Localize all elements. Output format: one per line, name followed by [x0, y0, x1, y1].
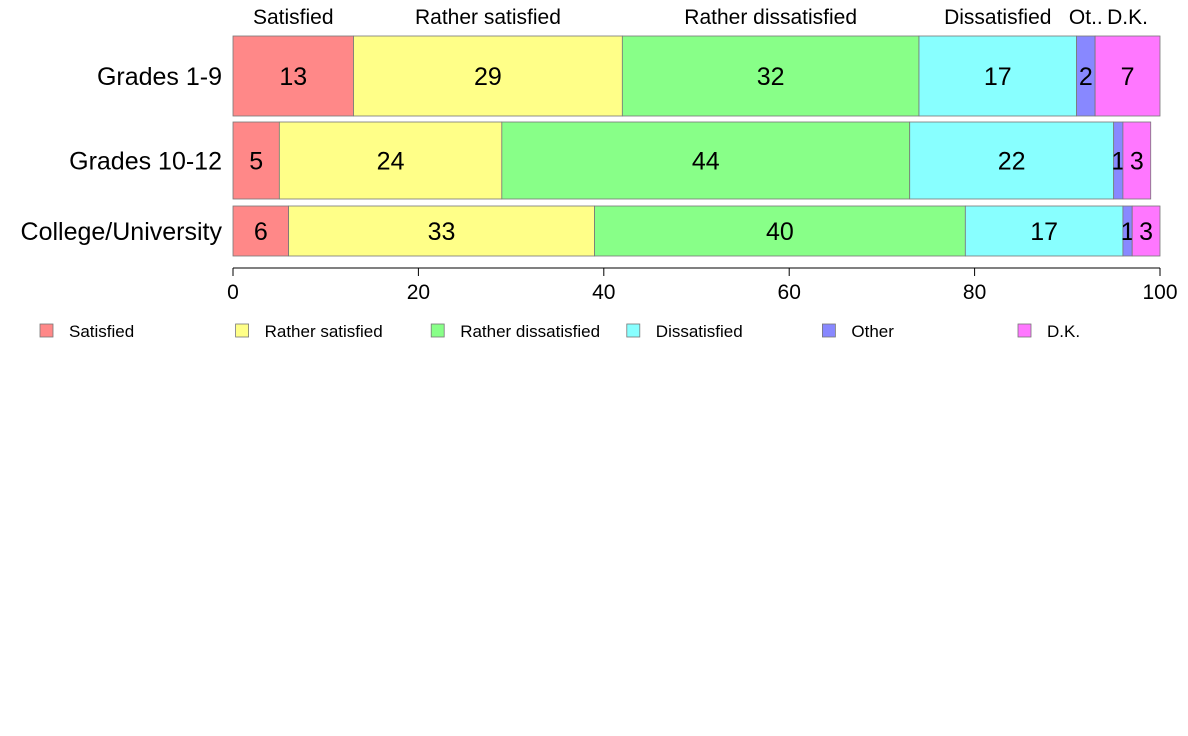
bar-grades-10-12-satisfied: [232, 121, 280, 200]
bar-grades-1-9-dissatisfied: [918, 35, 1077, 117]
legend-swatch-other: [822, 323, 836, 338]
x-tick-label: 0: [227, 281, 239, 304]
row-label: College/University: [21, 218, 223, 246]
data-label: 22: [998, 148, 1026, 176]
legend-label: Satisfied: [69, 322, 134, 341]
bar-college-university-d-k: [1131, 205, 1161, 257]
row-labels: Grades 1-9 Grades 10-12 College/University: [21, 63, 223, 246]
data-label: 32: [757, 63, 785, 91]
data-label: 29: [474, 63, 502, 91]
bar-grades-10-12-rather-satisfied: [278, 121, 503, 200]
x-tick-label: 60: [778, 281, 801, 304]
bar-grades-1-9-d-k: [1094, 35, 1161, 117]
legend-swatch-rather-satisfied: [235, 323, 250, 338]
header-label-rather-satisfied: Rather satisfied: [415, 6, 561, 29]
bar-college-university-rather-satisfied: [288, 205, 595, 257]
bar-grades-10-12-dissatisfied: [909, 121, 1115, 200]
data-label: 7: [1121, 63, 1135, 91]
legend-label: Other: [851, 322, 894, 341]
bar-grades-10-12-rather-dissatisfied: [501, 121, 911, 200]
header-label-satisfied: Satisfied: [253, 6, 334, 29]
legend-label: Rather satisfied: [265, 322, 383, 341]
bar-grades-10-12-d-k: [1122, 121, 1152, 200]
legend-label: D.K.: [1047, 322, 1080, 341]
data-label: 1: [1111, 148, 1125, 176]
header-label-rather-dissatisfied: Rather dissatisfied: [684, 6, 857, 29]
bar-college-university-satisfied: [232, 205, 290, 257]
x-tick-label: 80: [963, 281, 986, 304]
bar-grades-1-9-rather-dissatisfied: [621, 35, 920, 117]
legend-label: Rather dissatisfied: [460, 322, 600, 341]
row-label: Grades 10-12: [69, 148, 222, 176]
data-label: 33: [428, 218, 456, 246]
bar-college-university-rather-dissatisfied: [594, 205, 966, 257]
legend-label: Dissatisfied: [656, 322, 743, 341]
bar-college-university-dissatisfied: [964, 205, 1124, 257]
data-label: 2: [1079, 63, 1093, 91]
bar-grades-1-9-satisfied: [232, 35, 354, 117]
data-label: 3: [1130, 148, 1144, 176]
legend: Satisfied Rather satisfied Rather dissatis…: [39, 322, 1080, 341]
legend-swatch-d-k: [1017, 323, 1032, 338]
data-label: 44: [692, 148, 720, 176]
legend-swatch-dissatisfied: [626, 323, 641, 338]
data-label: 13: [279, 63, 307, 91]
data-label: 40: [766, 218, 794, 246]
header-label-other: Ot..: [1069, 6, 1103, 29]
x-tick-label: 20: [407, 281, 430, 304]
data-label: 17: [1030, 218, 1058, 246]
x-axis: 0 20 40 60 80 100: [227, 267, 1178, 304]
data-label: 6: [254, 218, 268, 246]
x-tick-label: 40: [592, 281, 615, 304]
legend-swatch-rather-dissatisfied: [430, 323, 445, 338]
data-label: 1: [1121, 218, 1135, 246]
legend-swatch-satisfied: [39, 323, 54, 338]
bar-grades-1-9-rather-satisfied: [353, 35, 623, 117]
category-header-labels: Satisfied Rather satisfied Rather dissatis…: [253, 6, 1148, 29]
header-label-d-k: D.K.: [1107, 6, 1148, 29]
data-label: 17: [984, 63, 1012, 91]
row-label: Grades 1-9: [97, 63, 222, 91]
x-tick-label: 100: [1142, 281, 1177, 304]
bar-area: 13 29 32 17 2 75 24 44 22 1 36 33 40 17 1 3: [232, 35, 1161, 257]
data-label: 24: [377, 148, 405, 176]
header-label-dissatisfied: Dissatisfied: [944, 6, 1051, 29]
data-label: 5: [249, 148, 263, 176]
data-label: 3: [1139, 218, 1153, 246]
